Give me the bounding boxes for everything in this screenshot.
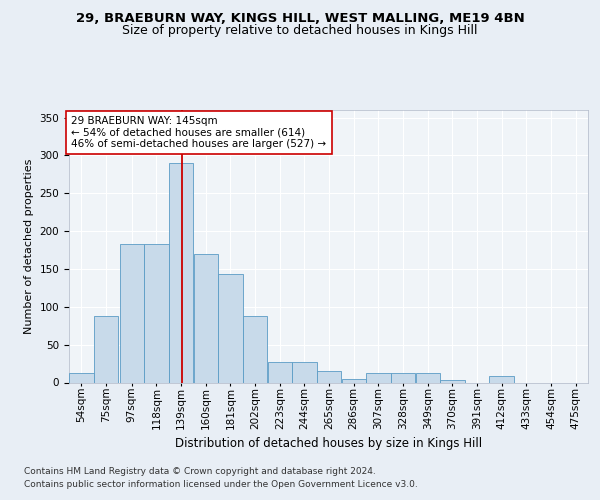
X-axis label: Distribution of detached houses by size in Kings Hill: Distribution of detached houses by size … (175, 437, 482, 450)
Bar (440, 380, 464, 382)
Text: Contains HM Land Registry data © Crown copyright and database right 2024.: Contains HM Land Registry data © Crown c… (24, 467, 376, 476)
Bar (268, 362, 292, 382)
Bar (292, 362, 317, 382)
Bar (69, 372, 94, 382)
Text: Size of property relative to detached houses in Kings Hill: Size of property relative to detached ho… (122, 24, 478, 37)
Bar (366, 374, 391, 382)
Bar (94, 316, 118, 382)
Text: 29 BRAEBURN WAY: 145sqm
← 54% of detached houses are smaller (614)
46% of semi-d: 29 BRAEBURN WAY: 145sqm ← 54% of detache… (71, 116, 326, 150)
Text: 29, BRAEBURN WAY, KINGS HILL, WEST MALLING, ME19 4BN: 29, BRAEBURN WAY, KINGS HILL, WEST MALLI… (76, 12, 524, 26)
Bar (317, 371, 341, 382)
Text: Contains public sector information licensed under the Open Government Licence v3: Contains public sector information licen… (24, 480, 418, 489)
Bar (169, 163, 193, 382)
Bar (490, 376, 514, 382)
Bar (341, 378, 366, 382)
Bar (243, 316, 268, 382)
Bar (144, 244, 169, 382)
Bar (218, 274, 242, 382)
Bar (194, 254, 218, 382)
Y-axis label: Number of detached properties: Number of detached properties (24, 158, 34, 334)
Bar (391, 374, 415, 382)
Bar (416, 374, 440, 382)
Bar (119, 244, 144, 382)
